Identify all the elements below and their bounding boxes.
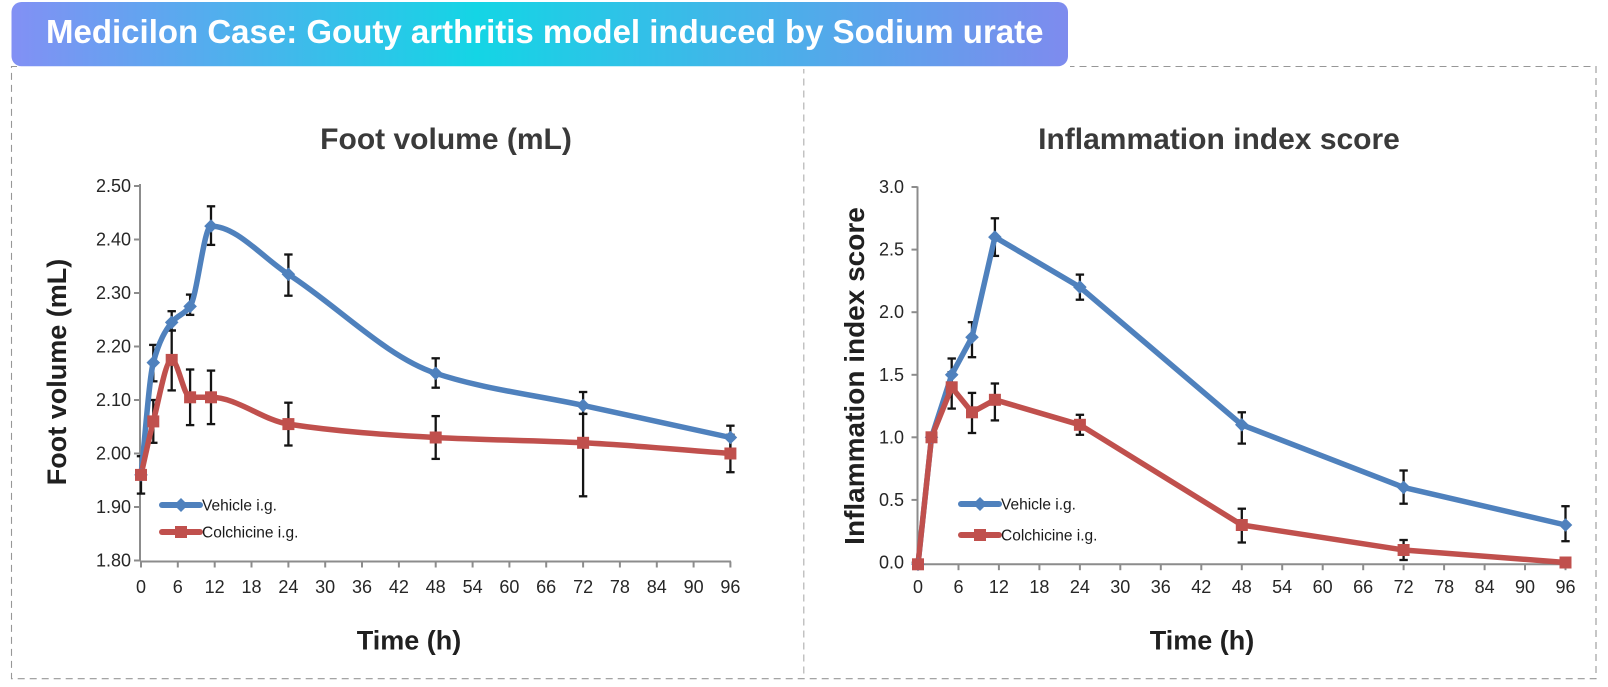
svg-text:90: 90 (1515, 577, 1535, 597)
svg-text:1.80: 1.80 (96, 551, 131, 571)
svg-text:42: 42 (1191, 577, 1211, 597)
svg-text:60: 60 (1313, 577, 1333, 597)
svg-text:24: 24 (1070, 577, 1090, 597)
svg-text:42: 42 (389, 577, 409, 597)
svg-text:90: 90 (684, 577, 704, 597)
svg-text:Inflammation index score: Inflammation index score (839, 207, 870, 545)
svg-text:1.5: 1.5 (879, 365, 904, 385)
svg-text:18: 18 (241, 577, 261, 597)
svg-text:12: 12 (989, 577, 1009, 597)
svg-text:84: 84 (1475, 577, 1495, 597)
svg-text:0.0: 0.0 (879, 553, 904, 573)
svg-text:96: 96 (720, 577, 740, 597)
svg-text:2.40: 2.40 (96, 230, 131, 250)
svg-text:30: 30 (1110, 577, 1130, 597)
svg-text:Time (h): Time (h) (357, 626, 462, 656)
svg-text:66: 66 (1353, 577, 1373, 597)
svg-text:60: 60 (499, 577, 519, 597)
svg-text:48: 48 (1232, 577, 1252, 597)
svg-text:3.0: 3.0 (879, 177, 904, 197)
svg-text:18: 18 (1029, 577, 1049, 597)
svg-text:Time (h): Time (h) (1150, 626, 1255, 656)
svg-text:Foot volume (mL): Foot volume (mL) (42, 259, 72, 485)
svg-text:6: 6 (953, 577, 963, 597)
svg-text:36: 36 (1151, 577, 1171, 597)
svg-text:30: 30 (315, 577, 335, 597)
svg-text:0: 0 (136, 577, 146, 597)
svg-text:2.20: 2.20 (96, 337, 131, 357)
svg-text:78: 78 (1434, 577, 1454, 597)
svg-text:48: 48 (426, 577, 446, 597)
svg-text:0.5: 0.5 (879, 490, 904, 510)
svg-text:54: 54 (1272, 577, 1292, 597)
svg-text:Vehicle i.g.: Vehicle i.g. (202, 498, 277, 515)
svg-text:0: 0 (913, 577, 923, 597)
svg-text:66: 66 (536, 577, 556, 597)
svg-text:36: 36 (352, 577, 372, 597)
svg-text:Inflammation index score: Inflammation index score (1038, 123, 1400, 156)
svg-text:6: 6 (173, 577, 183, 597)
svg-text:24: 24 (278, 577, 298, 597)
svg-text:2.5: 2.5 (879, 240, 904, 260)
svg-text:Vehicle i.g.: Vehicle i.g. (1001, 497, 1076, 514)
svg-text:12: 12 (205, 577, 225, 597)
svg-text:2.10: 2.10 (96, 390, 131, 410)
svg-text:Colchicine i.g.: Colchicine i.g. (202, 525, 299, 542)
svg-text:72: 72 (1394, 577, 1414, 597)
svg-text:Foot volume (mL): Foot volume (mL) (320, 123, 572, 156)
svg-text:1.90: 1.90 (96, 497, 131, 517)
svg-text:2.50: 2.50 (96, 176, 131, 196)
svg-text:78: 78 (610, 577, 630, 597)
svg-text:54: 54 (463, 577, 483, 597)
svg-text:2.00: 2.00 (96, 444, 131, 464)
svg-text:2.30: 2.30 (96, 283, 131, 303)
svg-text:Medicilon Case: Gouty arthriti: Medicilon Case: Gouty arthritis model in… (46, 13, 1043, 50)
svg-text:1.0: 1.0 (879, 427, 904, 447)
svg-text:96: 96 (1555, 577, 1575, 597)
svg-text:2.0: 2.0 (879, 302, 904, 322)
svg-text:Colchicine i.g.: Colchicine i.g. (1001, 528, 1098, 545)
svg-text:72: 72 (573, 577, 593, 597)
svg-text:84: 84 (647, 577, 667, 597)
